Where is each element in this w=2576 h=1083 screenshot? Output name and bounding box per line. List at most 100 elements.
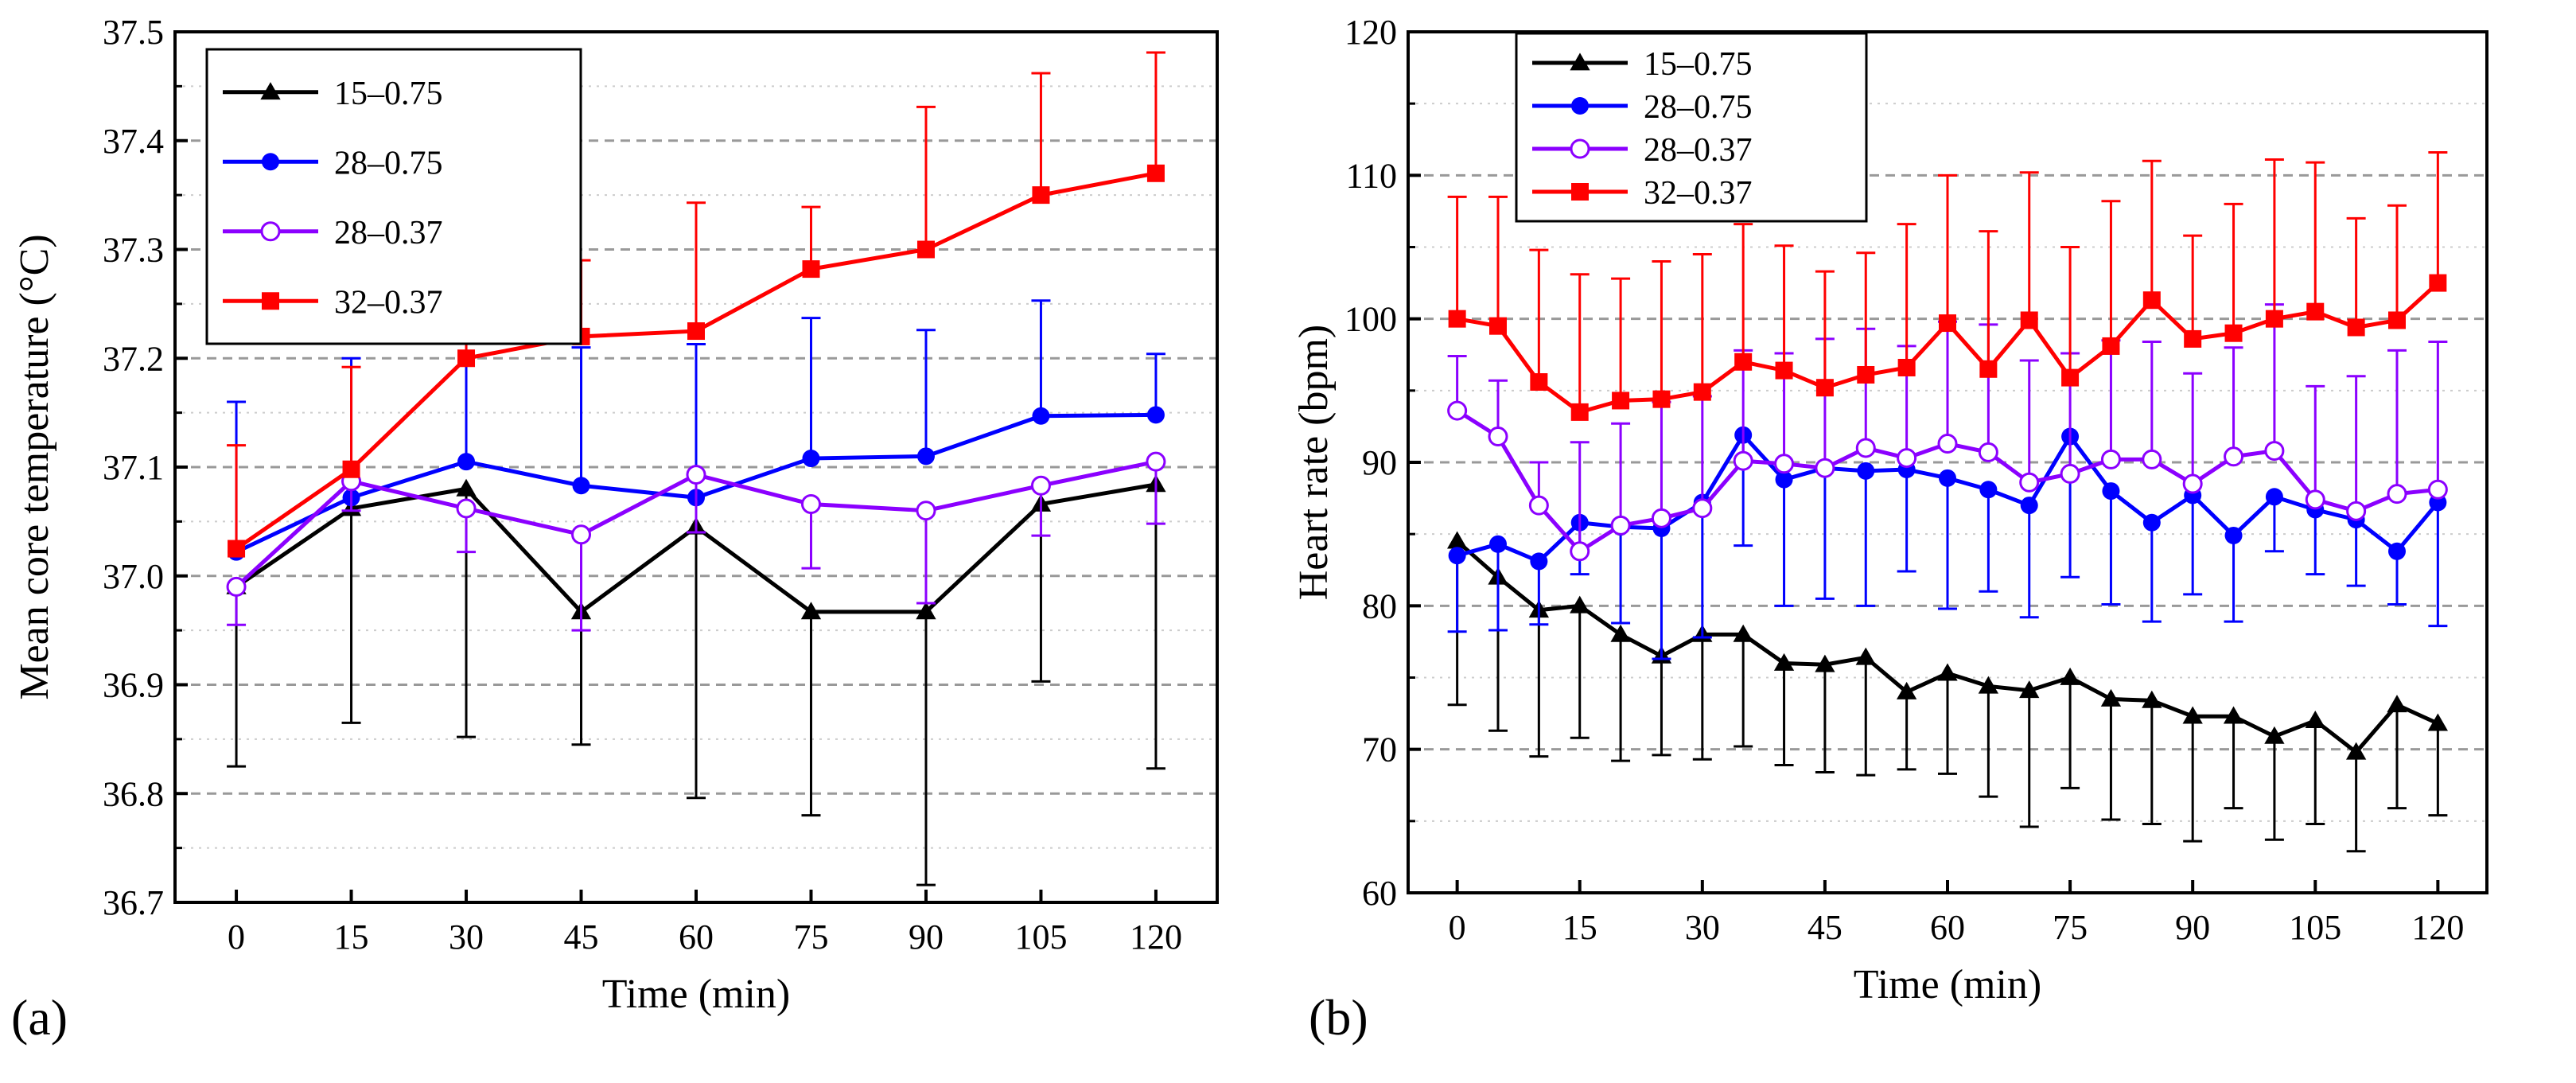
data-point xyxy=(2224,324,2243,342)
legend: 15–0.75 28–0.75 28–0.37 32–0.37 xyxy=(1515,32,1868,223)
x-tick-label: 105 xyxy=(1014,917,1067,956)
data-point xyxy=(571,524,592,545)
x-tick-label: 0 xyxy=(1449,908,1466,947)
data-point xyxy=(2347,318,2365,337)
data-point xyxy=(1857,462,1875,480)
data-point xyxy=(2184,329,2202,348)
data-point xyxy=(1979,481,1998,499)
data-point xyxy=(1897,358,1916,376)
chart-panel-a: 36.7 36.8 36.9 37.0 37.1 37.2 37.3 37.4 37.5 0 15 3… xyxy=(11,13,1219,1046)
data-point xyxy=(800,602,822,620)
data-point xyxy=(802,260,820,279)
legend-label: 28–0.37 xyxy=(1644,132,1753,169)
data-point xyxy=(1978,442,1998,462)
legend-label: 28–0.75 xyxy=(334,145,443,181)
data-point xyxy=(1146,406,1165,424)
y-axis-title: Mean core temperature (°C) xyxy=(12,234,57,699)
data-point xyxy=(1528,495,1549,516)
legend-marker-icon xyxy=(260,82,281,100)
data-point xyxy=(1857,365,1875,384)
data-point xyxy=(1447,400,1468,421)
legend-label: 15–0.75 xyxy=(1644,46,1753,83)
data-point xyxy=(686,465,706,485)
legend-marker-icon xyxy=(1571,183,1589,201)
data-point xyxy=(1978,676,1999,694)
y-tick-label: 37.4 xyxy=(103,122,164,161)
y-tick-label: 100 xyxy=(1344,300,1397,339)
data-point xyxy=(2060,667,2080,685)
y-tick-label: 37.5 xyxy=(103,13,164,52)
data-point xyxy=(1733,450,1753,471)
legend-label: 28–0.37 xyxy=(334,215,443,251)
data-point xyxy=(1032,186,1050,205)
data-point xyxy=(1979,360,1998,378)
data-point xyxy=(916,501,936,521)
data-point xyxy=(2224,526,2243,544)
data-point xyxy=(1937,663,1958,681)
data-point xyxy=(2100,449,2121,469)
data-point xyxy=(228,540,246,558)
x-tick-label: 15 xyxy=(1562,908,1597,947)
data-point xyxy=(1939,469,1956,487)
x-tick-label: 90 xyxy=(2175,908,2210,947)
data-point xyxy=(2061,368,2080,387)
data-point xyxy=(1146,164,1165,182)
data-point xyxy=(457,453,476,471)
data-point xyxy=(1030,475,1051,496)
data-point xyxy=(1896,681,1917,699)
legend-label: 28–0.75 xyxy=(1644,89,1753,126)
data-point xyxy=(2388,311,2406,329)
x-tick-label: 75 xyxy=(2053,908,2088,947)
x-tick-label: 45 xyxy=(564,917,599,956)
x-tick-label: 30 xyxy=(449,917,484,956)
legend-marker-icon xyxy=(1570,138,1590,159)
data-point xyxy=(2182,706,2203,724)
x-axis-title: Time (min) xyxy=(602,972,790,1017)
x-tick-label: 0 xyxy=(228,917,245,956)
data-point xyxy=(457,349,476,368)
data-point xyxy=(456,478,477,497)
x-tick-label: 60 xyxy=(679,917,714,956)
data-point xyxy=(2102,482,2120,501)
x-axis-title: Time (min) xyxy=(1854,962,2041,1007)
data-point xyxy=(2142,690,2162,708)
y-tick-label: 37.1 xyxy=(103,448,164,487)
data-point xyxy=(1775,470,1793,489)
data-point xyxy=(1610,515,1631,536)
data-point xyxy=(1610,624,1631,642)
data-point xyxy=(1939,314,1956,333)
data-point xyxy=(1897,448,1917,469)
series-32-0.37 xyxy=(1447,150,2448,421)
data-point xyxy=(1815,654,1835,672)
data-point xyxy=(2264,441,2285,462)
data-point xyxy=(2346,501,2367,521)
y-axis-title: Heart rate (bpm) xyxy=(1291,325,1337,600)
data-point xyxy=(1570,595,1590,614)
data-point xyxy=(1651,508,1671,528)
legend-label: 32–0.37 xyxy=(334,284,443,321)
x-tick-label: 75 xyxy=(793,917,828,956)
data-point xyxy=(2305,489,2325,510)
legend: 15–0.75 28–0.75 28–0.37 32–0.37 xyxy=(205,48,582,345)
legend-label: 15–0.75 xyxy=(334,76,443,112)
data-point xyxy=(2020,311,2038,329)
legend-label: 32–0.37 xyxy=(1644,175,1753,212)
legend-marker-icon xyxy=(260,221,281,242)
data-point xyxy=(916,240,935,259)
y-tick-label: 37.0 xyxy=(103,557,164,596)
x-tick-label: 105 xyxy=(2289,908,2341,947)
data-point xyxy=(1448,310,1466,328)
data-point xyxy=(1815,458,1835,478)
data-point xyxy=(1489,535,1507,553)
data-point xyxy=(2224,446,2244,467)
legend-marker-icon xyxy=(262,153,279,171)
data-point xyxy=(1530,373,1548,392)
series-28-0.75 xyxy=(1447,426,2448,660)
data-point xyxy=(1733,624,1753,642)
data-point xyxy=(2019,680,2040,699)
data-point xyxy=(1774,454,1795,474)
data-point xyxy=(2387,484,2407,504)
data-point xyxy=(1448,547,1466,565)
data-point xyxy=(2345,742,2367,760)
